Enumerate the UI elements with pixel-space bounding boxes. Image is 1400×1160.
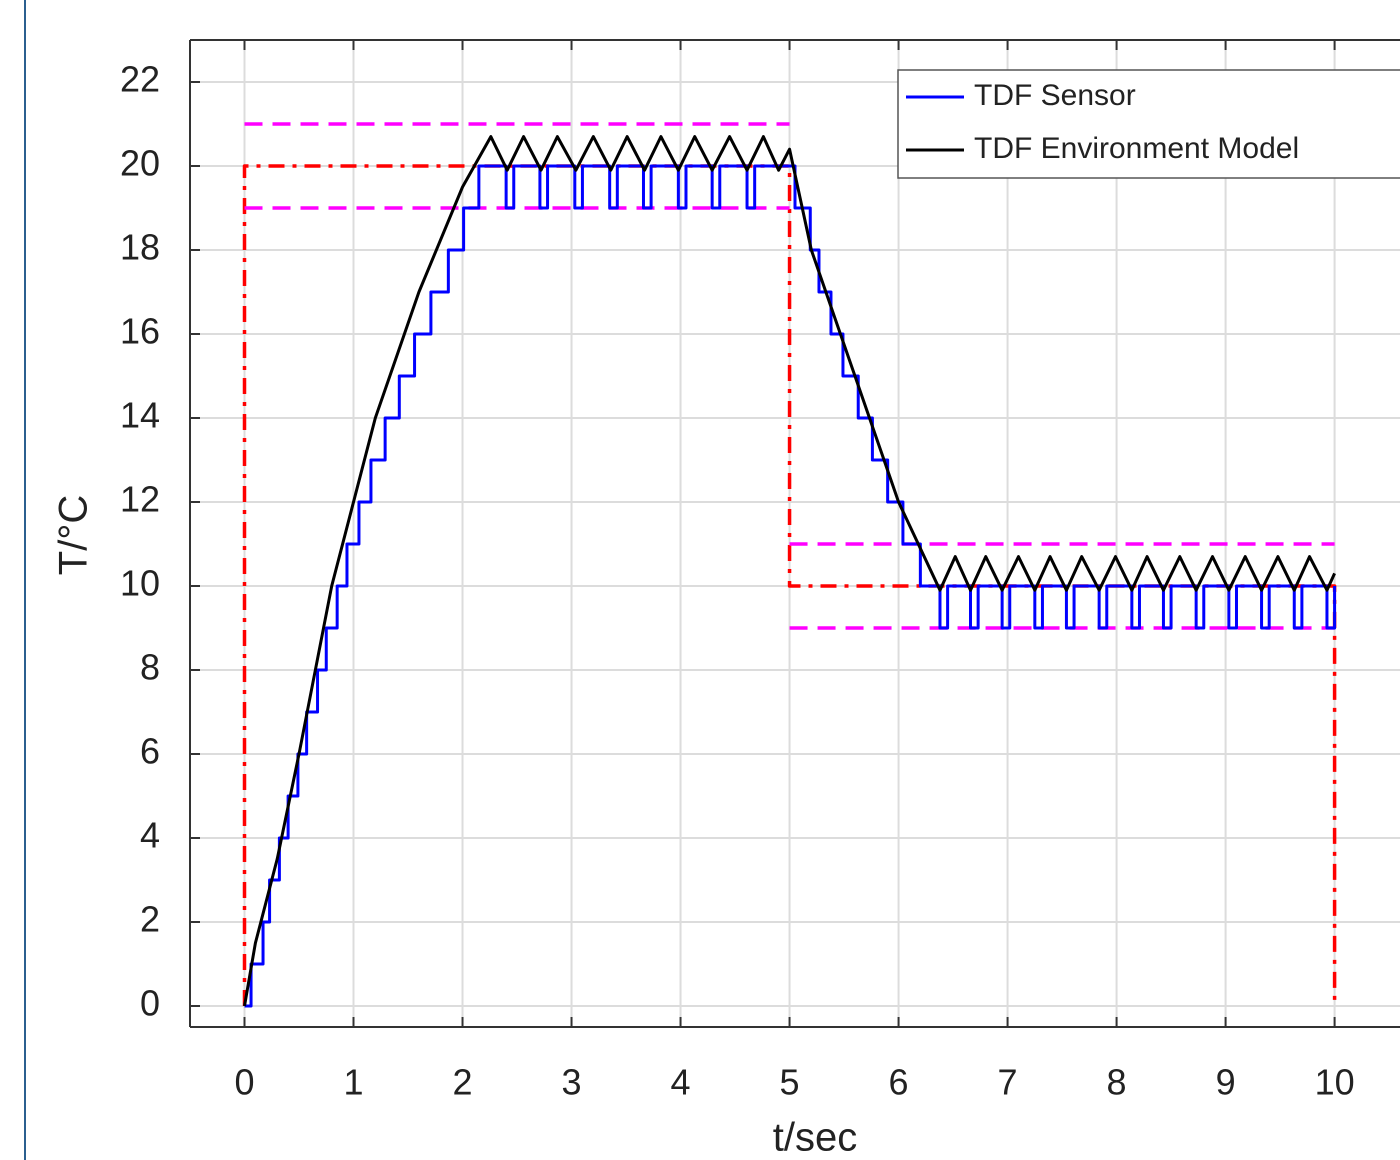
legend: TDF Sensor TDF Environment Model — [897, 69, 1400, 179]
y-tick-label: 16 — [120, 311, 160, 352]
x-axis-label: t/sec — [773, 1116, 857, 1160]
series-line — [242, 164, 1337, 1006]
legend-label: TDF Sensor — [974, 79, 1136, 112]
series-line — [244, 164, 1337, 1008]
x-tick-label: 7 — [998, 1062, 1018, 1103]
x-tick-label: 9 — [1216, 1062, 1236, 1103]
plot-area — [242, 122, 1337, 1008]
y-axis-label: T/°C — [52, 495, 96, 575]
y-tick-label: 18 — [120, 227, 160, 268]
y-tick-label: 2 — [140, 899, 160, 940]
y-tick-label: 6 — [140, 731, 160, 772]
x-tick-label: 6 — [889, 1062, 909, 1103]
x-tick-label: 3 — [562, 1062, 582, 1103]
y-tick-label: 8 — [140, 647, 160, 688]
y-tick-label: 12 — [120, 479, 160, 520]
x-tick-label: 5 — [780, 1062, 800, 1103]
y-tick-label: 4 — [140, 815, 160, 856]
x-tick-label: 2 — [453, 1062, 473, 1103]
series-line — [243, 135, 1336, 1007]
legend-label: TDF Environment Model — [974, 132, 1299, 165]
y-tick-label: 14 — [120, 395, 160, 436]
x-tick-label: 8 — [1107, 1062, 1127, 1103]
y-tick-label: 22 — [120, 59, 160, 100]
x-tick-label: 0 — [234, 1062, 254, 1103]
x-tick-label: 10 — [1315, 1062, 1355, 1103]
y-tick-label: 20 — [120, 143, 160, 184]
x-tick-label: 4 — [671, 1062, 691, 1103]
legend-box — [897, 69, 1400, 179]
x-tick-label: 1 — [343, 1062, 363, 1103]
y-tick-label: 0 — [140, 983, 160, 1024]
y-tick-label: 10 — [120, 563, 160, 604]
